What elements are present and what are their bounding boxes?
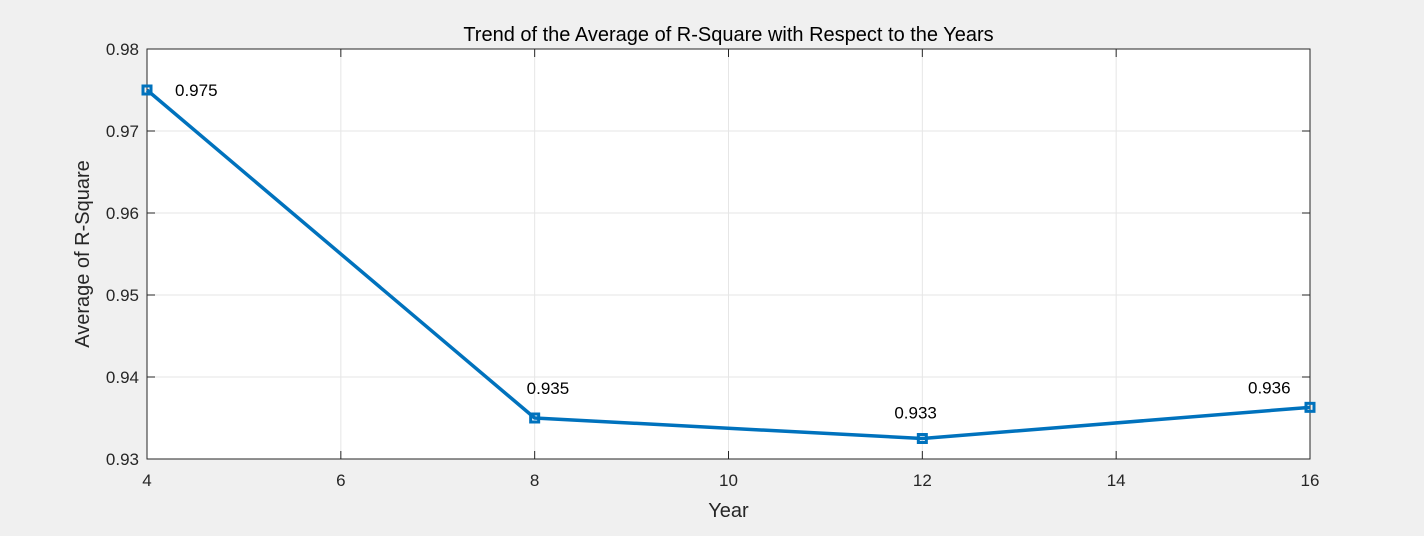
- data-label: 0.975: [175, 81, 218, 100]
- y-tick-label: 0.93: [106, 450, 139, 469]
- data-labels: 0.975 0.935 0.933 0.936: [175, 81, 1291, 423]
- x-tick-label: 14: [1107, 471, 1126, 490]
- data-point-marker: [1304, 401, 1316, 413]
- y-tick-label: 0.96: [106, 204, 139, 223]
- x-axis-title: Year: [708, 500, 749, 522]
- data-point-marker: [916, 433, 928, 444]
- data-label: 0.936: [1248, 378, 1291, 397]
- x-tick-label: 12: [913, 471, 932, 490]
- y-tick-label: 0.97: [106, 122, 139, 141]
- axes: 4 6 8 10 12 14 16 0.93 0.94 0.95 0.96 0.97 0.98: [106, 40, 1320, 490]
- chart-title: Trend of the Average of R-Square with Re…: [463, 24, 993, 46]
- x-tick-label: 16: [1301, 471, 1320, 490]
- y-tick-label: 0.94: [106, 368, 139, 387]
- data-label: 0.933: [894, 404, 937, 423]
- data-point-marker: [141, 84, 153, 96]
- x-tick-label: 10: [719, 471, 738, 490]
- x-tick-label: 4: [142, 471, 151, 490]
- y-tick-label: 0.95: [106, 286, 139, 305]
- data-series: [141, 84, 1316, 444]
- data-label: 0.935: [527, 379, 570, 398]
- y-axis-title: Average of R-Square: [72, 160, 94, 348]
- series-line: [145, 88, 1311, 441]
- y-tick-label: 0.98: [106, 40, 139, 59]
- data-point-marker: [529, 412, 541, 424]
- x-tick-label: 8: [530, 471, 539, 490]
- x-tick-label: 6: [336, 471, 345, 490]
